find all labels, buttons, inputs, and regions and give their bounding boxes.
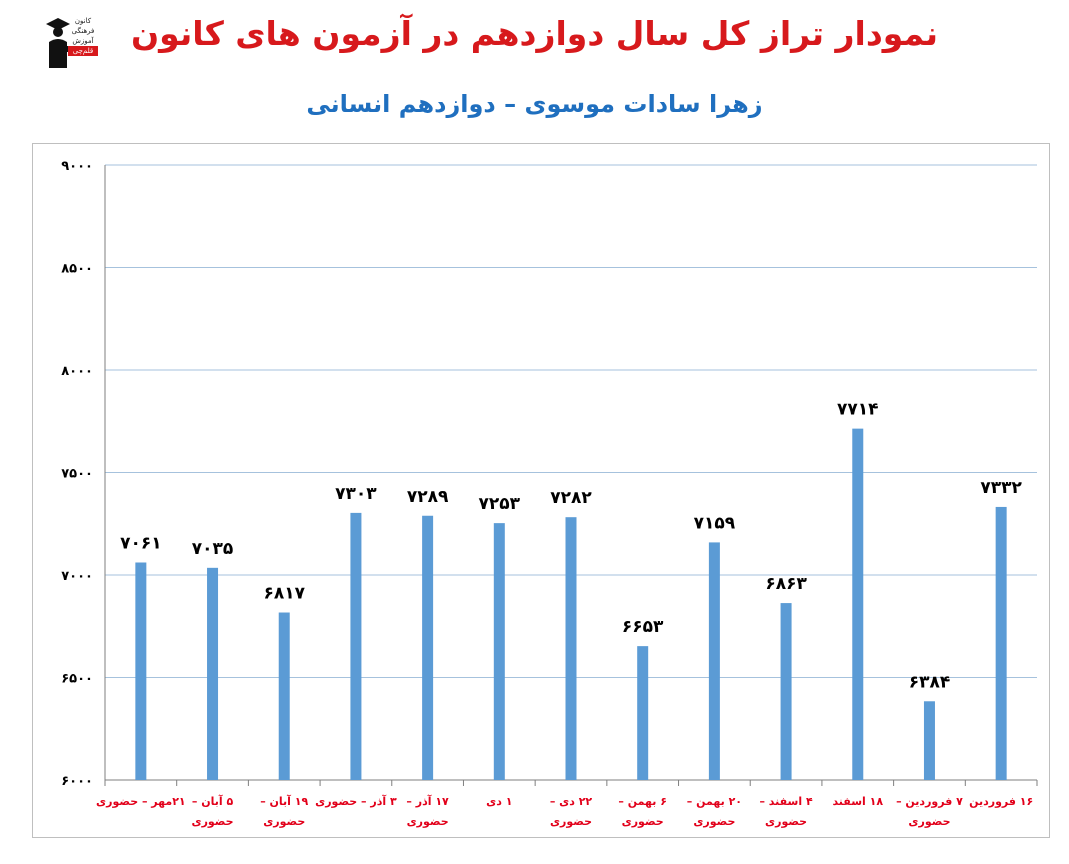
data-label: ۷۳۳۲ [980,478,1022,498]
data-label: ۶۶۵۳ [622,617,664,637]
x-tick-label: حضوری [550,815,592,828]
logo-line: قلم‌چی [68,46,98,56]
data-label: ۷۰۶۱ [120,533,162,553]
x-tick-label: حضوری [693,815,735,828]
page-title: نمودار تراز کل سال دوازدهم در آزمون های … [130,14,939,53]
data-label: ۷۳۰۳ [335,484,377,504]
graduate-logo-icon [42,12,98,74]
data-label: ۷۷۱۴ [837,400,879,420]
bar [923,701,935,780]
y-tick-label: ۷۵۰۰ [61,467,93,482]
logo-line: آموزش [72,37,94,45]
bar-chart: ۶۰۰۰ ۶۵۰۰ ۷۰۰۰ ۷۵۰۰ ۸۰۰۰ ۸۵۰۰ ۹۰۰۰ ۷۰۶۱ ۲۱مهر – … [61,159,1038,828]
bar [637,646,649,780]
x-tick-label: ۱۶ فروردین [969,795,1033,808]
data-label: ۷۲۵۳ [479,494,521,514]
data-label: ۷۱۵۹ [694,513,736,533]
x-tick-label: ۷ فروردین – [896,795,963,808]
bar [135,562,147,780]
x-tick-label: حضوری [908,815,950,828]
bar [780,603,792,780]
bar [995,506,1007,780]
page-subtitle: زهرا سادات موسوی – دوازدهم انسانی [306,90,763,118]
logo-line: کانون [74,17,92,25]
bar [350,512,362,780]
logo-line: فرهنگی [71,27,95,35]
x-tick-label: ۲۱مهر – حضوری [96,795,186,808]
x-tick-label: ۱۸ اسفند [832,795,883,808]
x-tick-label: ۲۲ دی – [550,795,593,808]
x-tick-label: ۲۰ بهمن – [687,795,742,808]
data-label: ۷۲۸۲ [550,488,592,508]
x-tick-label: حضوری [407,815,449,828]
kanoon-logo: کانون فرهنگی آموزش قلم‌چی [42,12,98,74]
chart-area: ۶۰۰۰ ۶۵۰۰ ۷۰۰۰ ۷۵۰۰ ۸۰۰۰ ۸۵۰۰ ۹۰۰۰ ۷۰۶۱ ۲۱مهر – … [32,143,1050,838]
y-tick-label: ۶۰۰۰ [61,774,93,789]
y-tick-label: ۷۰۰۰ [61,569,93,584]
y-tick-label: ۹۰۰۰ [61,159,93,174]
bar [422,515,434,780]
bar [493,523,505,780]
x-tick-label: ۳ آذر – حضوری [315,794,397,808]
data-label: ۶۸۶۳ [765,574,807,594]
x-tick-label: حضوری [765,815,807,828]
y-tick-label: ۶۵۰۰ [61,672,93,687]
x-tick-label: حضوری [191,815,233,828]
y-tick-label: ۸۵۰۰ [61,262,93,277]
bar [278,612,290,780]
x-tick-label: ۱۹ آبان – [260,794,308,808]
x-tick-label: ۱۷ آذر – [406,794,449,808]
x-tick-label: حضوری [622,815,664,828]
bar [852,428,864,780]
bar [207,567,219,780]
bar [708,542,720,780]
bar [565,517,577,780]
x-tick-label: حضوری [263,815,305,828]
x-tick-label: ۵ آبان – [192,794,234,808]
x-tick-label: ۱ دی [486,795,512,808]
data-label: ۶۸۱۷ [263,584,305,604]
x-tick-label: ۶ بهمن – [618,795,667,808]
data-label: ۷۲۸۹ [407,487,449,507]
data-label: ۷۰۳۵ [192,539,234,559]
y-tick-label: ۸۰۰۰ [61,364,93,379]
x-tick-label: ۴ اسفند – [759,795,813,808]
data-label: ۶۳۸۴ [909,672,951,692]
